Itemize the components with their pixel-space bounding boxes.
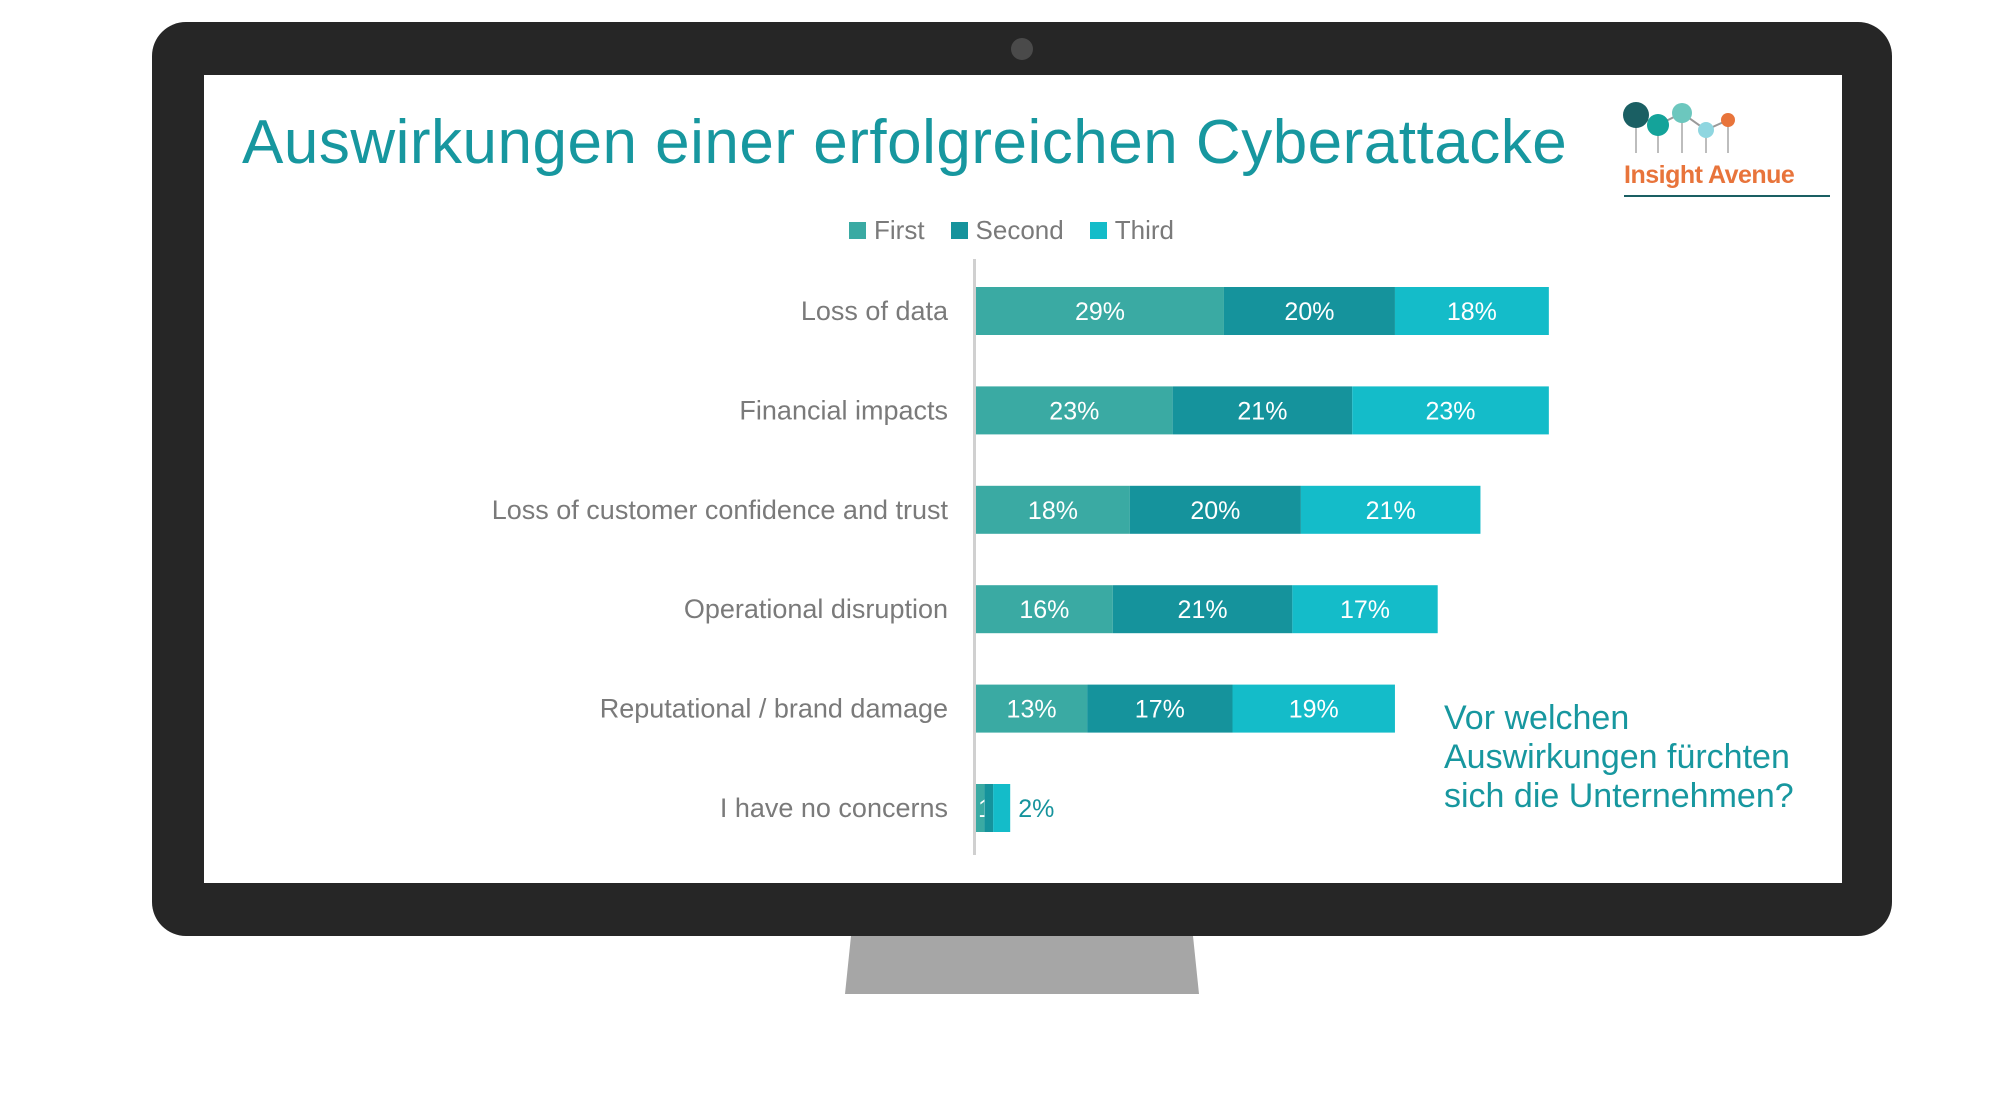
- bar-segment-third: [1300, 485, 1481, 534]
- legend-item-second: Second: [950, 215, 1064, 246]
- category-label: Reputational / brand damage: [600, 694, 948, 724]
- data-label: 23%: [1426, 397, 1476, 425]
- legend-swatch-third: [1089, 222, 1107, 239]
- legend-swatch-second: [950, 222, 968, 239]
- legend-swatch-first: [849, 222, 866, 239]
- category-label: Loss of data: [801, 296, 949, 326]
- data-label: 13%: [1007, 696, 1057, 724]
- category-label: Operational disruption: [684, 594, 948, 624]
- data-label: 19%: [1289, 696, 1339, 724]
- legend-item-first: First: [849, 215, 925, 246]
- bar-segment-first: [976, 386, 1173, 435]
- insight-avenue-logo: Insight Avenue: [1616, 75, 1842, 217]
- data-label: 21%: [1237, 397, 1287, 425]
- bar-segment-second: [1223, 287, 1395, 335]
- bar-segment-second: [1129, 485, 1301, 534]
- bar-segment-first: [976, 784, 985, 832]
- bar-segment-first: [976, 287, 1224, 335]
- bar-segment-second: [1112, 585, 1293, 634]
- bar-segment-second: [984, 784, 994, 832]
- bar-segment-third: [1352, 386, 1549, 435]
- chart-legend: First Second Third: [849, 215, 1174, 246]
- data-label: 2%: [1018, 795, 1054, 823]
- bar-segment-third: [1292, 585, 1438, 634]
- data-label: 23%: [1049, 397, 1099, 425]
- question-text: Vor welchen Auswirkungen fürchten sich d…: [1444, 699, 1794, 815]
- webcam: [1011, 38, 1033, 60]
- data-label: 17%: [1340, 596, 1390, 624]
- data-label: 20%: [1284, 298, 1334, 326]
- bar-segment-first: [976, 485, 1130, 534]
- logo-underline: [1624, 195, 1830, 197]
- data-label: 20%: [1190, 497, 1240, 525]
- data-label: 21%: [1178, 596, 1228, 624]
- data-label: 17%: [1135, 696, 1185, 724]
- bar-segment-first: [976, 585, 1113, 634]
- stacked-bar-chart: Loss of data 29% 20% 18% Financial impacts 23…: [492, 259, 1549, 855]
- bar-segment-second: [1172, 386, 1353, 435]
- bar-segment-first: [976, 684, 1088, 733]
- legend-label-third: Third: [1114, 215, 1174, 245]
- logo-graph-icon: [1623, 102, 1735, 153]
- bar-segment-third: [993, 784, 1011, 832]
- category-label: I have no concerns: [720, 793, 948, 823]
- bar-segment-second: [1087, 684, 1233, 733]
- data-label: 21%: [1366, 497, 1416, 525]
- legend-item-third: Third: [1089, 215, 1174, 246]
- slide-screen: Auswirkungen einer erfolgreichen Cyberat…: [204, 75, 1842, 883]
- legend-label-first: First: [874, 215, 925, 245]
- slide-title: Auswirkungen einer erfolgreichen Cyberat…: [242, 108, 1568, 177]
- logo-text: Insight Avenue: [1624, 161, 1795, 189]
- data-label: 18%: [1028, 497, 1078, 525]
- data-label: 29%: [1075, 298, 1125, 326]
- data-label: 18%: [1447, 298, 1497, 326]
- category-label: Financial impacts: [739, 395, 948, 425]
- bar-segment-third: [1232, 684, 1395, 733]
- category-label: Loss of customer confidence and trust: [492, 495, 949, 525]
- monitor-stand: [845, 936, 1199, 994]
- bar-segment-third: [1394, 287, 1549, 335]
- legend-label-second: Second: [975, 215, 1064, 245]
- data-label: 16%: [1019, 596, 1069, 624]
